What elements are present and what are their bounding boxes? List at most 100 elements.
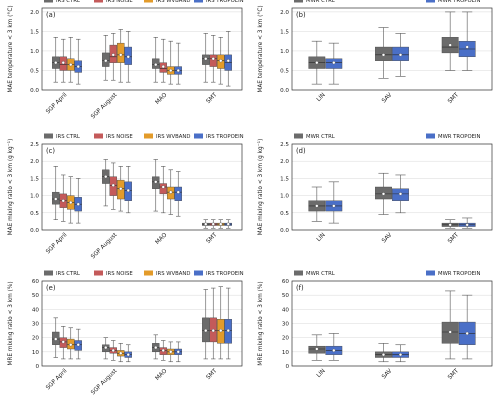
mean-marker — [126, 55, 130, 59]
x-tick-label: SAV — [381, 368, 393, 380]
box-irs-wvband — [217, 286, 225, 360]
box-iqr — [174, 186, 182, 201]
mean-marker — [381, 192, 386, 196]
mean-marker — [465, 331, 469, 335]
legend-label: MWR CTRL — [306, 0, 335, 4]
box-mwr-tropoein — [458, 11, 476, 71]
box-irs-wvband — [167, 341, 175, 363]
legend-label: IRS WVBAND — [156, 0, 190, 4]
y-tick-label: 2.0 — [280, 10, 289, 16]
box-mwr-ctrl — [308, 186, 326, 222]
mean-marker — [211, 57, 215, 61]
x-tick-label: MAO — [155, 368, 169, 382]
box-mwr-tropoein — [325, 333, 343, 361]
y-tick-label: 40 — [32, 307, 40, 313]
panel-label: (b) — [296, 11, 306, 19]
y-tick-label: 30 — [32, 322, 40, 328]
x-tick-label: SGP April — [45, 368, 68, 391]
legend-label: IRS WVBAND — [156, 271, 190, 277]
y-tick-label: 50 — [32, 293, 40, 299]
box-mwr-ctrl — [441, 11, 459, 71]
axes-frame — [291, 7, 493, 91]
y-tick-label: 1.5 — [280, 176, 289, 182]
y-tick-label: 2.5 — [280, 142, 289, 148]
x-tick-label: SMT — [447, 368, 460, 381]
mean-marker — [119, 351, 123, 355]
mean-marker — [398, 53, 403, 57]
box-irs-tropoein — [74, 328, 82, 360]
axes-frame — [41, 143, 243, 231]
y-tick-label: 0.5 — [280, 68, 289, 74]
mean-marker — [465, 45, 469, 49]
legend-swatch — [194, 133, 203, 139]
panel-c: 0.0 0.5 1.0 1.5 2.0 2.5 MAE mixing ratio < 3 k… — [7, 133, 244, 261]
mean-marker — [111, 183, 115, 187]
y-tick-label: 20 — [32, 336, 40, 342]
y-tick-label: 10 — [32, 350, 40, 356]
mean-marker — [226, 222, 230, 226]
legend-label: IRS TROPOEIN — [206, 134, 244, 140]
box-irs-noise — [109, 33, 117, 81]
x-tick-label: SMT — [206, 368, 219, 381]
mean-marker — [465, 223, 469, 227]
box-irs-noise — [209, 219, 217, 229]
box-iqr — [117, 42, 125, 63]
panel-label: (e) — [46, 284, 56, 292]
legend-label: IRS TROPOEIN — [206, 271, 244, 277]
legend-label: IRS CTRL — [56, 0, 80, 4]
mean-marker — [169, 68, 173, 73]
y-tick-label: 0 — [35, 364, 39, 370]
legend-swatch — [426, 133, 435, 139]
x-tick-label: LIN — [316, 232, 327, 243]
box-irs-wvband — [117, 29, 125, 83]
mean-marker — [381, 53, 386, 57]
x-tick-label: SAV — [381, 92, 393, 104]
panel-e: 0 10 20 30 40 50 60 MRE mixing ratio < 3 km (%)… — [8, 270, 244, 397]
legend: IRS CTRL IRS NOISE IRS WVBAND IRS TROPOEIN — [44, 0, 244, 4]
x-tick-label: SGP April — [45, 232, 68, 255]
box-irs-noise — [59, 38, 67, 83]
box-irs-ctrl — [202, 219, 210, 229]
x-tick-label: SGP August — [90, 232, 119, 261]
legend-swatch — [426, 0, 435, 3]
legend-swatch — [194, 0, 203, 3]
legend-label: IRS TROPOEIN — [206, 0, 244, 4]
mean-marker — [315, 347, 319, 351]
mean-marker — [219, 222, 223, 226]
y-tick-label: 1.0 — [30, 49, 39, 55]
y-axis-label: MAE temperature < 3 km (°C) — [8, 5, 14, 92]
y-tick-label: 2.0 — [30, 10, 39, 16]
legend-label: MWR TROPOEIN — [438, 271, 481, 277]
mean-marker — [315, 61, 319, 65]
y-tick-label: 0.0 — [30, 228, 39, 234]
mean-marker — [226, 59, 230, 63]
box-irs-tropoein — [74, 178, 82, 224]
mean-marker — [332, 204, 336, 208]
y-tick-label: 40 — [282, 307, 290, 313]
mean-marker — [126, 353, 130, 357]
y-tick-label: 0 — [285, 364, 289, 370]
box-irs-wvband — [117, 343, 125, 363]
box-irs-tropoein — [124, 31, 132, 83]
box-irs-wvband — [167, 40, 175, 85]
box-mwr-ctrl — [441, 219, 459, 229]
box-irs-wvband — [117, 166, 125, 212]
mean-marker — [111, 348, 115, 352]
mean-marker — [76, 202, 80, 206]
mean-marker — [61, 61, 65, 65]
mean-marker — [176, 350, 180, 354]
panel-label: (d) — [296, 147, 306, 155]
legend-swatch — [144, 133, 153, 139]
y-axis-label: MAE temperature < 3 km (°C) — [258, 5, 264, 92]
box-irs-tropoein — [124, 344, 132, 363]
box-iqr — [159, 183, 167, 195]
y-tick-label: 2.5 — [30, 142, 39, 148]
box-irs-noise — [209, 287, 217, 360]
mean-marker — [69, 63, 73, 67]
axes-frame — [291, 280, 493, 367]
mean-marker — [54, 197, 58, 201]
box-irs-noise — [209, 35, 217, 83]
box-irs-ctrl — [52, 166, 60, 220]
x-tick-label: SGP August — [90, 368, 119, 397]
mean-marker — [226, 329, 230, 333]
